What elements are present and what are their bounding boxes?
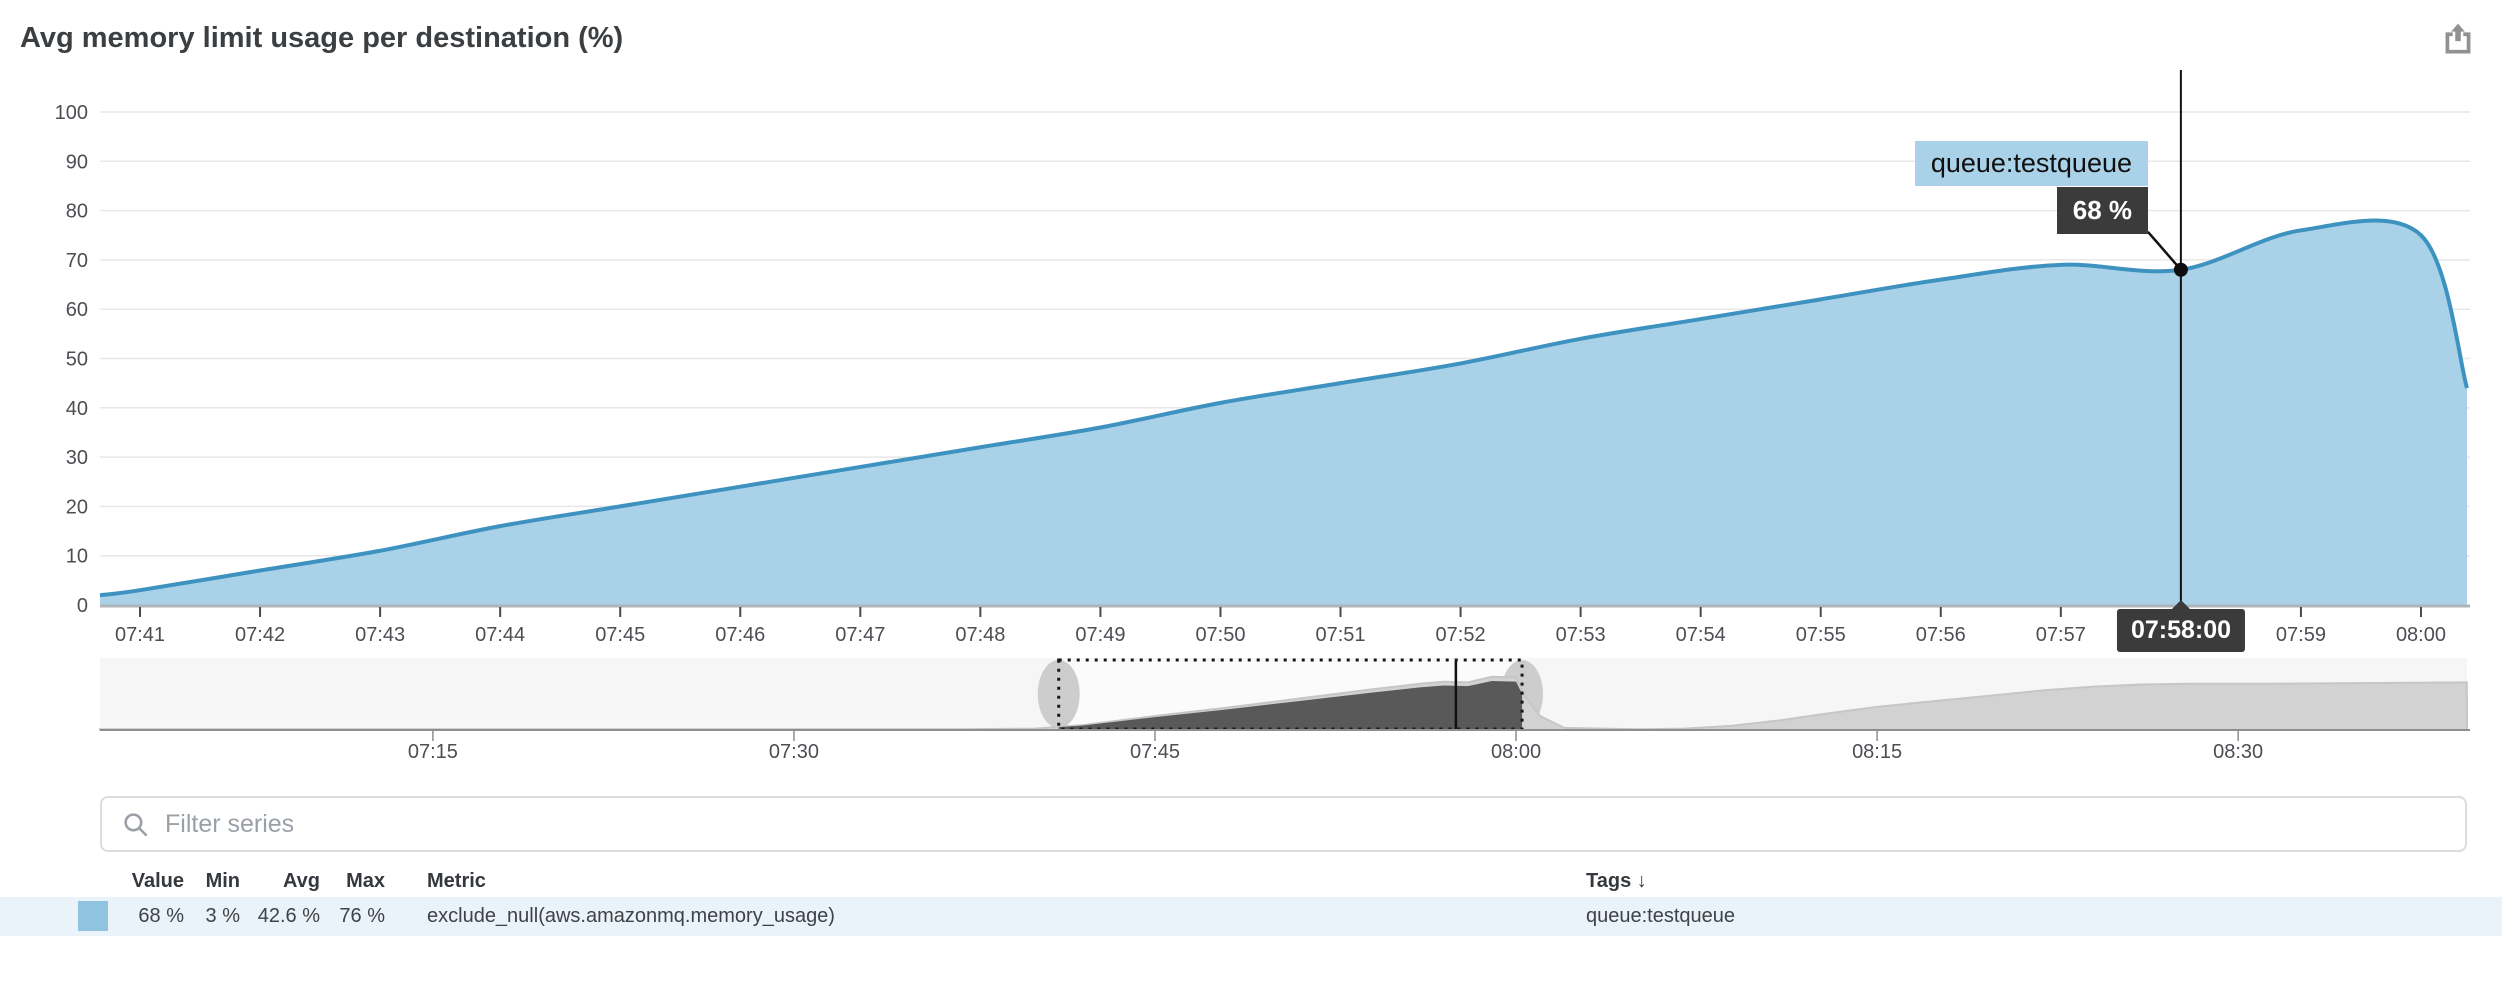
col-header-max[interactable]: Max xyxy=(346,870,385,892)
svg-text:07:41: 07:41 xyxy=(115,624,165,646)
y-axis-labels: 0 10 20 30 40 50 60 70 80 90 100 xyxy=(55,102,88,617)
svg-text:07:42: 07:42 xyxy=(235,624,285,646)
svg-text:07:47: 07:47 xyxy=(835,624,885,646)
export-button[interactable] xyxy=(2438,20,2478,60)
svg-text:30: 30 xyxy=(66,447,88,469)
cell-value: 68 % xyxy=(138,905,184,927)
svg-text:07:46: 07:46 xyxy=(715,624,765,646)
svg-text:50: 50 xyxy=(66,349,88,371)
svg-text:07:45: 07:45 xyxy=(595,624,645,646)
svg-text:100: 100 xyxy=(55,102,88,124)
chart-title: Avg memory limit usage per destination (… xyxy=(20,22,624,54)
svg-text:07:15: 07:15 xyxy=(408,741,458,763)
svg-text:07:54: 07:54 xyxy=(1676,624,1726,646)
cell-tags: queue:testqueue xyxy=(1586,905,1736,927)
svg-text:07:44: 07:44 xyxy=(475,624,525,646)
overview-selected-series xyxy=(1058,680,1523,730)
filter-series-input[interactable] xyxy=(163,808,2465,840)
svg-text:90: 90 xyxy=(66,151,88,173)
legend-table-header: Value Min Avg Max Metric Tags ↓ xyxy=(0,868,2502,894)
area-fill xyxy=(100,220,2467,605)
export-icon xyxy=(2445,23,2471,54)
svg-text:07:30: 07:30 xyxy=(769,741,819,763)
svg-text:07:53: 07:53 xyxy=(1556,624,1606,646)
cell-max: 76 % xyxy=(339,905,385,927)
area-line xyxy=(99,218,2469,598)
col-header-value[interactable]: Value xyxy=(131,870,184,892)
tooltip-connector xyxy=(2146,230,2182,271)
svg-text:07:49: 07:49 xyxy=(1075,624,1125,646)
svg-text:40: 40 xyxy=(66,398,88,420)
tooltip-series-label: queue:testqueue xyxy=(1914,141,2148,186)
svg-text:07:50: 07:50 xyxy=(1195,624,1245,646)
col-header-min[interactable]: Min xyxy=(205,870,240,892)
cell-avg: 42.6 % xyxy=(257,905,320,927)
sort-desc-icon: ↓ xyxy=(1636,870,1647,892)
col-header-tags[interactable]: Tags ↓ xyxy=(1586,868,2466,894)
svg-text:07:51: 07:51 xyxy=(1315,624,1365,646)
svg-text:07:52: 07:52 xyxy=(1436,624,1486,646)
filter-series[interactable] xyxy=(100,796,2467,852)
x-axis-labels: 07:41 07:42 07:43 07:44 07:45 07:46 07:47 07:48… xyxy=(115,607,2446,646)
series-color-swatch xyxy=(78,901,108,931)
brush-selection[interactable] xyxy=(1057,658,1524,731)
svg-text:60: 60 xyxy=(66,299,88,321)
svg-text:70: 70 xyxy=(66,250,88,272)
svg-text:07:56: 07:56 xyxy=(1916,624,1966,646)
svg-text:08:30: 08:30 xyxy=(2213,741,2263,763)
cell-metric: exclude_null(aws.amazonmq.memory_usage) xyxy=(427,905,835,927)
series-row[interactable]: 68 % 3 % 42.6 % 76 % exclude_null(aws.am… xyxy=(0,897,2502,936)
overview-axis-labels: 07:15 07:30 07:45 08:00 08:15 08:30 xyxy=(408,730,2263,763)
svg-text:80: 80 xyxy=(66,201,88,223)
svg-text:07:45: 07:45 xyxy=(1130,741,1180,763)
col-header-metric[interactable]: Metric xyxy=(427,870,486,892)
svg-text:07:57: 07:57 xyxy=(2036,624,2086,646)
search-icon xyxy=(124,812,148,836)
svg-text:20: 20 xyxy=(66,496,88,518)
brush-handle-left[interactable] xyxy=(1037,660,1080,728)
overview-chart[interactable]: 07:15 07:30 07:45 08:00 08:15 08:30 xyxy=(0,0,2502,775)
svg-text:08:00: 08:00 xyxy=(2396,624,2446,646)
svg-text:07:48: 07:48 xyxy=(955,624,1005,646)
col-header-tags-label: Tags xyxy=(1586,870,1632,892)
svg-text:08:00: 08:00 xyxy=(1491,741,1541,763)
svg-text:08:15: 08:15 xyxy=(1852,741,1902,763)
svg-text:07:55: 07:55 xyxy=(1796,624,1846,646)
svg-text:07:43: 07:43 xyxy=(355,624,405,646)
hover-point xyxy=(2173,262,2188,277)
tooltip-timestamp: 07:58:00 xyxy=(2116,600,2246,652)
svg-text:07:59: 07:59 xyxy=(2276,624,2326,646)
cell-min: 3 % xyxy=(205,905,240,927)
tooltip-value: 68 % xyxy=(2056,187,2148,234)
svg-text:10: 10 xyxy=(66,546,88,568)
col-header-avg[interactable]: Avg xyxy=(282,870,320,892)
svg-text:0: 0 xyxy=(77,595,88,617)
